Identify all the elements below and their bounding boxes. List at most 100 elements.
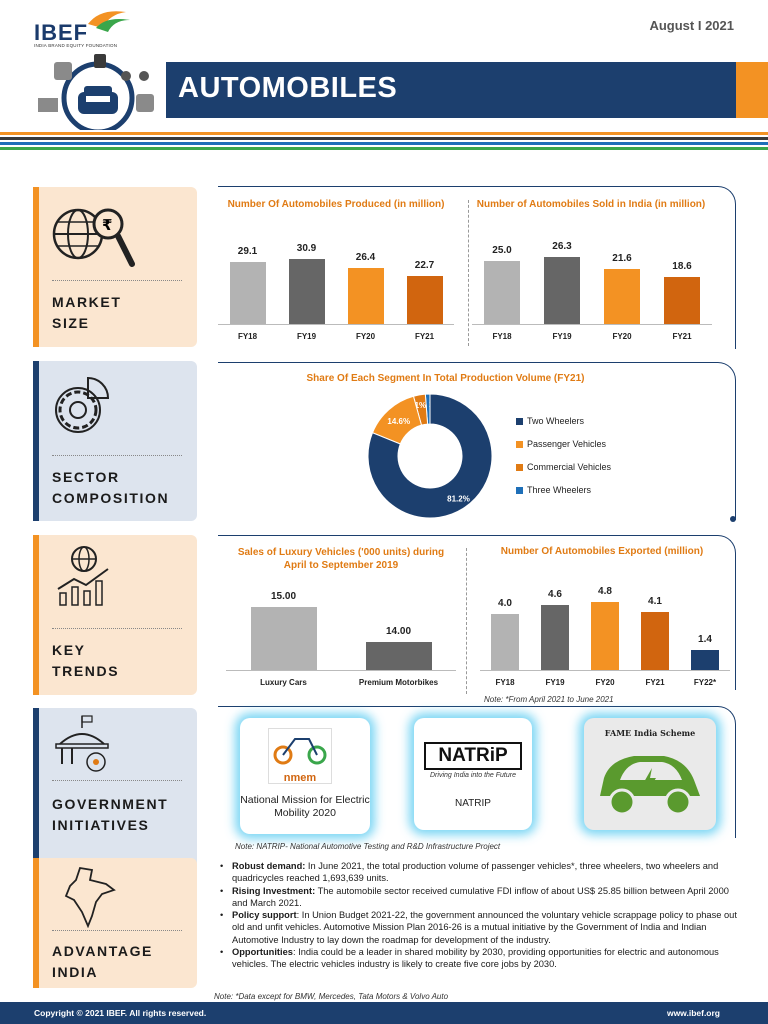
category-label: Luxury Cars — [260, 678, 307, 687]
slice-label: 14.6% — [387, 417, 410, 426]
slice-label: 81.2% — [447, 494, 470, 503]
advantage-point: Opportunities: India could be a leader i… — [220, 946, 738, 971]
category-label: FY21 — [645, 678, 665, 687]
legend-label: Commercial Vehicles — [527, 462, 612, 472]
category-label: FY20 — [612, 332, 632, 341]
legend-item: Three Wheelers — [516, 485, 591, 495]
legend-item: Two Wheelers — [516, 416, 584, 426]
legend-label: Three Wheelers — [527, 485, 592, 495]
legend-item: Commercial Vehicles — [516, 462, 611, 472]
category-label: FY21 — [672, 332, 692, 341]
bar-fy22- — [691, 650, 719, 670]
advantage-divider — [52, 930, 182, 931]
frame-dot — [730, 516, 736, 522]
nmem-logo-text: nmem — [283, 772, 317, 784]
bar-fy19 — [541, 605, 569, 670]
stripe-orange — [0, 132, 768, 135]
bar-fy21 — [641, 612, 669, 670]
bar-fy18 — [491, 613, 519, 670]
natrip-card[interactable]: NATRiP Driving India into the Future NAT… — [414, 718, 532, 830]
chart-sold: 25.0 FY18 26.3 FY19 21.6 FY20 18.6 FY21 — [472, 220, 712, 346]
chart-title-produced: Number Of Automobiles Produced (in milli… — [227, 199, 445, 210]
globe-magnifier-rupee-icon: ₹ — [52, 208, 135, 267]
government-card — [33, 708, 197, 868]
category-label: FY18 — [492, 332, 512, 341]
bar-value-label: 4.0 — [498, 597, 512, 609]
x-axis — [480, 670, 730, 671]
bar-luxury-cars — [250, 607, 317, 670]
chart-title-luxury: Sales of Luxury Vehicles ('000 units) du… — [237, 547, 445, 571]
bar-value-label: 21.6 — [612, 253, 632, 265]
nmem-logo: nmem — [268, 728, 332, 784]
natrip-logo: NATRiP — [424, 742, 522, 770]
bar-fy20 — [604, 269, 640, 324]
category-label: FY20 — [595, 678, 615, 687]
bar-value-label: 18.6 — [672, 260, 692, 272]
key-trends-bar — [33, 535, 39, 695]
chart-exported: 4.0 FY18 4.6 FY19 4.8 FY20 4.1 FY21 1.4 FY22* — [480, 578, 730, 692]
chart-share: 1.2%3.1%14.6%81.2% — [367, 393, 493, 519]
gear-pie-icon — [55, 376, 110, 433]
bar-value-label: 26.3 — [552, 241, 572, 253]
ibef-logo[interactable] — [34, 10, 154, 50]
bar-value-label: 22.7 — [414, 260, 435, 271]
category-label: FY19 — [296, 332, 317, 341]
nmem-card[interactable]: nmem National Mission for Electric Mobil… — [240, 718, 370, 834]
legend-item: Passenger Vehicles — [516, 439, 606, 449]
bar-value-label: 26.4 — [355, 252, 376, 264]
x-axis — [472, 324, 712, 325]
section-label-key-trends: KEY TRENDS — [52, 642, 120, 679]
bar-value-label: 1.4 — [698, 634, 712, 646]
nmem-caption: National Mission for Electric Mobility 2… — [240, 794, 370, 819]
section-label-government: GOVERNMENT INITIATIVES — [52, 796, 169, 833]
chart-separator-2 — [466, 548, 467, 694]
natrip-tagline: Driving India into the Future — [430, 772, 516, 779]
stripe-grey — [0, 137, 768, 140]
sector-composition-card — [33, 361, 197, 521]
banner-accent — [736, 62, 768, 118]
legend-swatch — [516, 486, 523, 494]
vehicles-collage-icon — [38, 54, 154, 130]
page-title: AUTOMOBILES — [178, 72, 398, 104]
category-label: FY22* — [693, 678, 717, 687]
section-label-advantage: ADVANTAGE INDIA — [52, 943, 153, 980]
chart-title-exported: Number Of Automobiles Exported (million) — [500, 546, 704, 557]
bar-fy21 — [406, 276, 443, 324]
legend-swatch — [516, 463, 523, 471]
bar-fy19 — [288, 258, 325, 324]
slice-label: 3.1% — [408, 401, 426, 410]
category-label: FY19 — [545, 678, 565, 687]
sector-composition-bar — [33, 361, 39, 521]
website-link[interactable]: www.ibef.org — [666, 1008, 720, 1018]
stripe-green — [0, 147, 768, 150]
natrip-note: Note: NATRIP- National Automotive Testin… — [235, 842, 501, 851]
svg-text:₹: ₹ — [102, 216, 112, 234]
copyright: Copyright © 2021 IBEF. All rights reserv… — [34, 1008, 207, 1018]
logo-text: IBEF — [34, 20, 89, 45]
section-label-market-size: MARKET SIZE — [52, 294, 122, 331]
category-label: FY20 — [355, 332, 376, 341]
bar-fy18 — [484, 260, 520, 324]
bar-fy21 — [664, 276, 700, 324]
india-map-icon — [64, 866, 116, 928]
electric-car-icon — [600, 756, 700, 816]
bar-premium-motorbikes — [365, 642, 432, 670]
fame-card[interactable]: FAME India Scheme — [584, 718, 716, 830]
chart-title-sold: Number of Automobiles Sold in India (in … — [476, 199, 706, 210]
natrip-caption: NATRIP — [455, 798, 491, 809]
share-legend: Two Wheelers Passenger Vehicles Commercial… — [516, 416, 676, 506]
government-building-icon — [55, 715, 109, 772]
advantage-point: Policy support: In Union Budget 2021-22,… — [220, 909, 738, 946]
legend-label: Passenger Vehicles — [527, 439, 607, 449]
market-size-bar — [33, 187, 39, 347]
flag-swoosh-icon — [88, 11, 130, 32]
bar-fy20 — [347, 268, 384, 324]
bar-value-label: 25.0 — [492, 244, 512, 256]
footer-bar — [0, 1002, 768, 1024]
bar-value-label: 4.8 — [598, 586, 612, 598]
bar-value-label: 30.9 — [296, 242, 317, 254]
category-label: FY18 — [237, 332, 258, 341]
exports-note: Note: *From April 2021 to June 2021 — [484, 695, 614, 704]
advantage-list: Robust demand: In June 2021, the total p… — [218, 860, 738, 971]
sector-chart-frame — [218, 362, 736, 520]
